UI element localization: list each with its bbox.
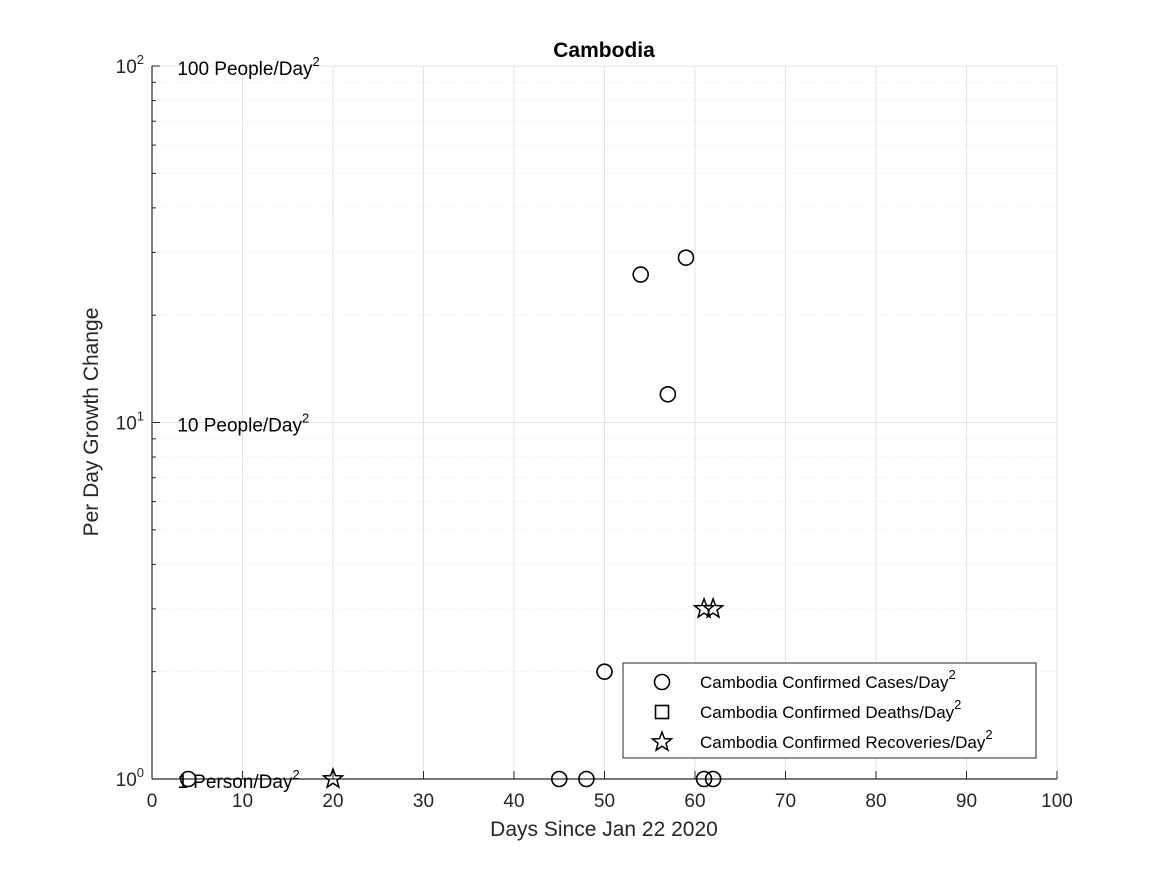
x-tick-label: 20 xyxy=(322,791,343,812)
circle-marker xyxy=(578,770,595,788)
legend-entry-label: Cambodia Confirmed Recoveries/Day2 xyxy=(700,727,993,752)
y-tick-label: 101 xyxy=(116,409,144,435)
y-axis-ticks: 100 101 102 xyxy=(116,52,160,791)
circle-marker xyxy=(677,249,695,266)
x-tick-label: 10 xyxy=(232,791,253,812)
x-tick-label: 60 xyxy=(684,791,705,812)
x-axis-label: Days Since Jan 22 2020 xyxy=(490,818,718,841)
circle-marker xyxy=(659,385,677,403)
reference-line-label: 10 People/Day2 xyxy=(177,411,309,437)
legend-entry-label: Cambodia Confirmed Cases/Day2 xyxy=(700,667,956,692)
circle-marker xyxy=(695,770,713,788)
circle-marker xyxy=(550,770,568,788)
y-tick-label: 102 xyxy=(116,52,144,78)
legend-entry-label: Cambodia Confirmed Deaths/Day2 xyxy=(700,697,961,722)
circle-marker xyxy=(632,266,650,283)
x-tick-label: 50 xyxy=(594,791,615,812)
circle-marker xyxy=(704,770,722,788)
x-tick-label: 40 xyxy=(503,791,524,812)
circle-marker xyxy=(596,663,613,680)
annotations: 100 People/Day2 10 People/Day2 1 Person/Da… xyxy=(177,54,319,793)
x-axis-ticks: 0 10 20 30 40 50 60 70 80 90 100 xyxy=(147,771,1073,812)
chart-title: Cambodia xyxy=(553,39,655,62)
y-tick-label: 100 xyxy=(116,765,144,791)
legend: Cambodia Confirmed Cases/Day2 Cambodia Co… xyxy=(622,662,1037,759)
x-tick-label: 30 xyxy=(413,791,434,812)
legend-star-marker xyxy=(650,729,674,752)
minor-grid xyxy=(152,81,1057,673)
x-tick-label: 90 xyxy=(956,791,977,812)
x-tick-label: 100 xyxy=(1041,791,1073,812)
x-tick-label: 80 xyxy=(865,791,886,812)
circle-marker xyxy=(179,770,197,788)
y-axis-label: Per Day Growth Change xyxy=(80,308,103,537)
star-marker xyxy=(701,596,725,619)
x-tick-label: 0 xyxy=(147,791,158,812)
star-marker xyxy=(321,766,345,789)
legend-box xyxy=(622,662,1037,759)
legend-circle-marker xyxy=(653,673,671,691)
major-grid xyxy=(151,65,1058,780)
data-marks xyxy=(179,249,725,789)
reference-line-label: 1 Person/Day2 xyxy=(177,767,299,793)
legend-square-marker xyxy=(654,704,670,720)
x-tick-label: 70 xyxy=(775,791,796,812)
reference-line-label: 100 People/Day2 xyxy=(177,54,319,80)
